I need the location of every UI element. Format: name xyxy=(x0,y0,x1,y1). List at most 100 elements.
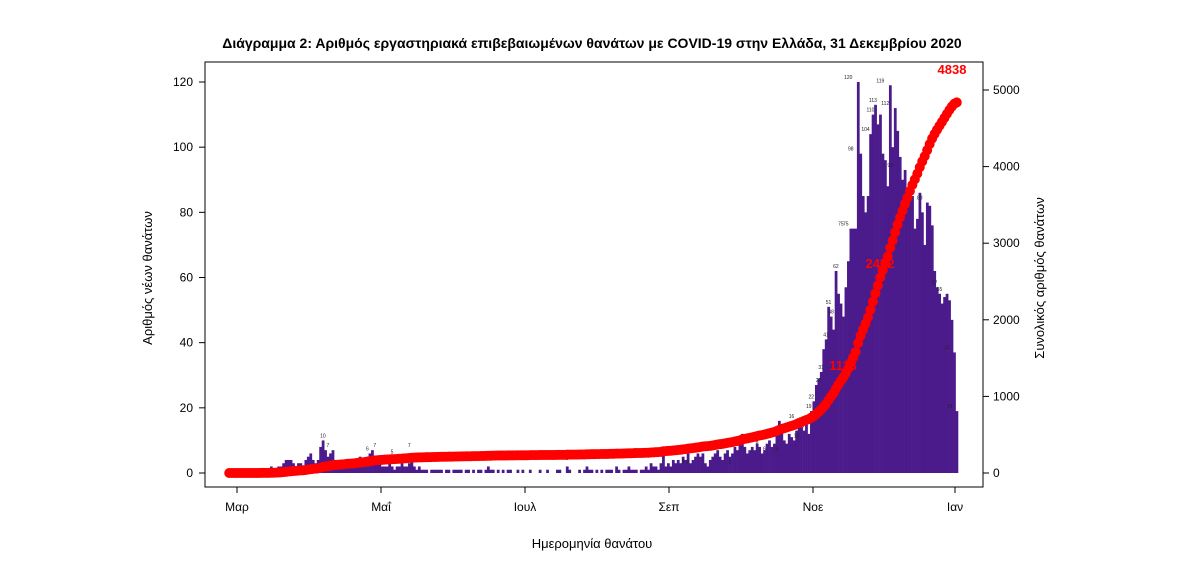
bar-data-label: 75 xyxy=(843,222,849,228)
bar-data-label: 27 xyxy=(816,378,822,384)
bar xyxy=(657,469,660,473)
x-tick-label: Μαΐ xyxy=(371,500,392,514)
bar xyxy=(652,466,655,473)
bar xyxy=(351,466,355,473)
cumulative-point xyxy=(951,97,962,108)
bar xyxy=(876,124,880,474)
bar xyxy=(538,469,542,473)
bar xyxy=(568,469,572,473)
y-tick-label-left: 100 xyxy=(173,140,193,154)
bar xyxy=(662,446,665,473)
cumulative-layer xyxy=(224,97,962,478)
bar xyxy=(866,196,870,474)
bar xyxy=(435,469,438,473)
bar xyxy=(284,459,288,473)
bar-data-label: 19 xyxy=(806,404,812,410)
bar xyxy=(884,160,887,473)
bar xyxy=(785,443,789,473)
bar xyxy=(748,450,752,473)
bar-data-label: 7 xyxy=(373,443,376,449)
bar xyxy=(390,466,394,473)
bar xyxy=(398,466,401,473)
bar xyxy=(403,466,406,473)
bar xyxy=(891,147,895,474)
bar-data-label: 6 xyxy=(763,446,766,452)
bar xyxy=(405,466,409,473)
y-tick-label-left: 80 xyxy=(180,205,194,219)
bar xyxy=(669,466,673,473)
bar xyxy=(888,85,892,473)
bar xyxy=(617,469,621,473)
cumulative-point xyxy=(865,304,876,315)
bar xyxy=(378,463,382,473)
bar xyxy=(740,433,744,473)
bar xyxy=(679,463,683,473)
bar xyxy=(666,463,670,473)
cumulative-point xyxy=(867,296,878,307)
bar xyxy=(489,469,493,473)
cumulative-point xyxy=(882,251,893,262)
bar xyxy=(684,459,688,473)
bar xyxy=(918,192,922,473)
bar-data-label: 7 xyxy=(326,443,329,449)
bar xyxy=(506,469,510,473)
bar xyxy=(856,82,860,473)
bar xyxy=(634,469,638,473)
bar xyxy=(723,453,727,473)
y-axis-label-left: Αριθμός νέων θανάτων xyxy=(140,211,155,345)
bar xyxy=(736,450,739,473)
x-axis-label: Ημερομηνία θανάτου xyxy=(532,536,653,551)
bar xyxy=(763,450,766,473)
bar xyxy=(782,440,786,473)
cumulative-point xyxy=(887,235,898,246)
y-tick-label-left: 60 xyxy=(180,271,194,285)
bar xyxy=(817,378,821,473)
bar xyxy=(943,297,946,473)
bar xyxy=(728,456,732,473)
bar xyxy=(425,469,429,473)
cumulative-point xyxy=(872,280,883,291)
bar xyxy=(309,453,313,473)
bar-data-label: 16 xyxy=(789,414,795,420)
bar xyxy=(629,469,633,473)
bar xyxy=(699,456,702,473)
bar-data-label: 113 xyxy=(869,98,877,104)
bar xyxy=(893,108,897,473)
bar xyxy=(832,329,835,473)
bar xyxy=(437,469,441,473)
bar xyxy=(417,466,421,473)
bar xyxy=(930,225,934,473)
bar xyxy=(933,270,937,473)
bar xyxy=(380,466,384,473)
y-tick-label-right: 3000 xyxy=(993,236,1020,250)
bar-data-label: 62 xyxy=(833,264,839,270)
bar-data-label: 57 xyxy=(932,280,938,286)
bar xyxy=(755,443,759,473)
bar xyxy=(716,450,720,473)
bar xyxy=(812,401,816,473)
bar-data-label: 6 xyxy=(775,446,778,452)
bar-data-label: 48 xyxy=(828,310,834,316)
bar xyxy=(484,469,488,473)
bar xyxy=(464,469,468,473)
bar xyxy=(459,469,463,473)
bar xyxy=(659,463,663,473)
bar xyxy=(467,469,470,473)
bar xyxy=(921,212,924,473)
bar xyxy=(565,466,569,473)
bar xyxy=(622,469,626,473)
bar-data-label: 110 xyxy=(866,108,874,114)
bar xyxy=(694,456,697,473)
bar xyxy=(440,469,443,473)
bar xyxy=(605,469,609,473)
bar xyxy=(792,440,796,473)
y-tick-label-left: 120 xyxy=(173,75,193,89)
bar xyxy=(750,446,754,473)
cumulative-label: 4838 xyxy=(938,62,967,77)
bar xyxy=(911,196,914,474)
bar xyxy=(935,287,939,473)
bar xyxy=(647,469,651,473)
cumulative-label: 1113 xyxy=(829,358,857,373)
bar-data-label: 6 xyxy=(366,446,369,452)
bar xyxy=(375,463,379,473)
